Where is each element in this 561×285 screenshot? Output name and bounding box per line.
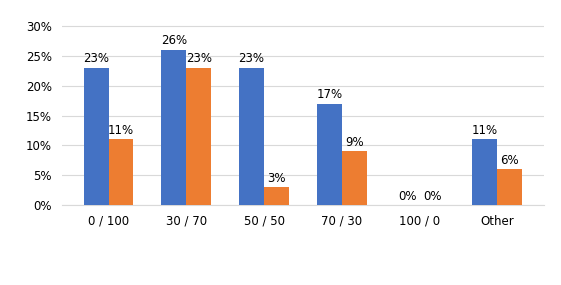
Text: 26%: 26% [161,34,187,47]
Bar [498,169,522,205]
Bar [472,139,498,205]
Text: 23%: 23% [238,52,265,65]
Text: 3%: 3% [267,172,286,185]
Bar [342,151,367,205]
Text: 0%: 0% [423,190,442,203]
Bar [84,68,108,205]
Text: 11%: 11% [472,124,498,137]
Legend: Student, Teacher: Student, Teacher [213,282,393,285]
Text: 23%: 23% [83,52,109,65]
Text: 11%: 11% [108,124,134,137]
Bar [186,68,211,205]
Bar [264,187,289,205]
Bar [108,139,134,205]
Text: 9%: 9% [345,136,364,149]
Text: 23%: 23% [186,52,211,65]
Bar [317,104,342,205]
Text: 17%: 17% [316,88,342,101]
Bar [162,50,186,205]
Text: 0%: 0% [398,190,416,203]
Text: 6%: 6% [500,154,519,167]
Bar [239,68,264,205]
